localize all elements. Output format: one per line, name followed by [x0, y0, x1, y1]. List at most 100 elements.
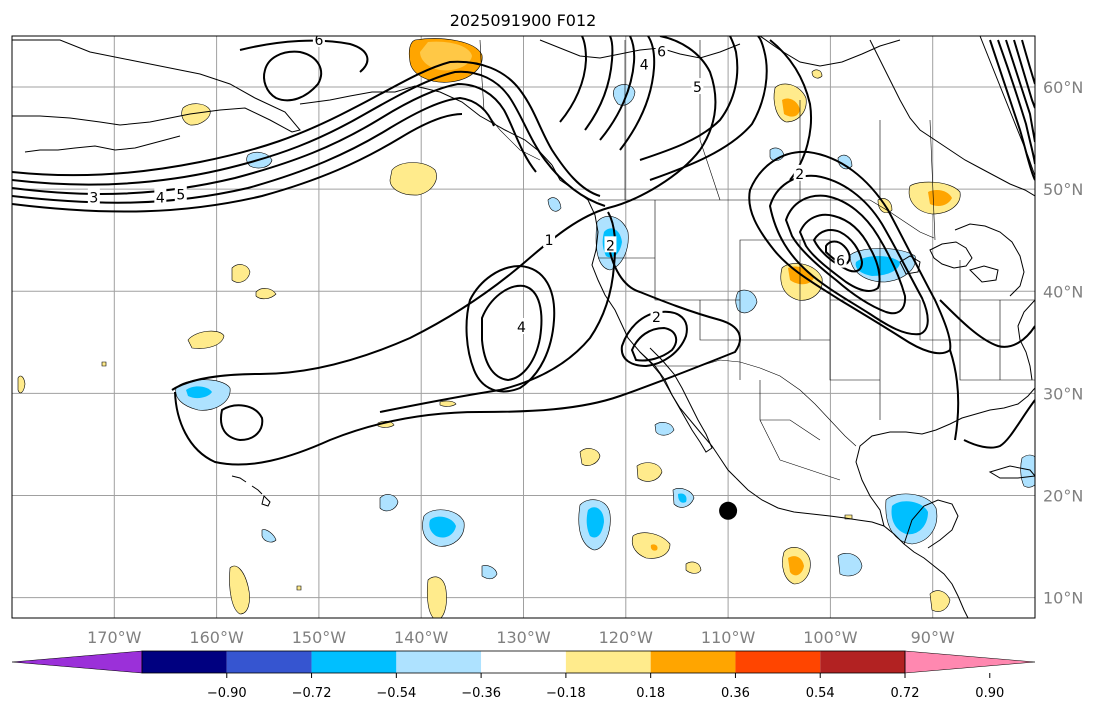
border-us-canada	[598, 199, 935, 239]
contour-line	[619, 36, 656, 151]
colorbar-tick-label: −0.72	[292, 686, 332, 701]
contour-label-background	[655, 42, 668, 59]
latitude-label: 20°N	[1043, 486, 1083, 505]
shade-cool	[547, 197, 562, 212]
coastline-arctic	[539, 39, 1035, 197]
latitude-label: 40°N	[1043, 282, 1083, 301]
contour-label: 6	[314, 33, 323, 49]
colorbar-frame	[141, 650, 906, 674]
contour-line	[639, 36, 739, 161]
contour-line	[768, 174, 929, 336]
contour-line	[620, 310, 688, 368]
longitude-label: 140°W	[394, 628, 449, 647]
shade-cool	[429, 516, 456, 538]
colorbar-extend-high	[904, 650, 1036, 674]
contour-line	[784, 194, 907, 315]
contour-label: 3	[89, 190, 98, 206]
contour-label-background	[543, 231, 556, 248]
shade-warm	[181, 103, 211, 126]
shade-cool	[186, 386, 212, 399]
shade-warm	[636, 462, 663, 482]
contour-label: 2	[652, 310, 661, 326]
shade-cool	[379, 494, 399, 512]
colorbar-segment	[735, 651, 821, 673]
contour-label: 6	[657, 44, 666, 60]
shade-warm	[782, 98, 800, 117]
contour-line	[174, 239, 741, 466]
colorbar-tick-label: 0.36	[721, 686, 750, 701]
longitude-label: 150°W	[292, 628, 347, 647]
contour-label: 1	[545, 233, 554, 249]
contour-line	[997, 39, 1035, 165]
colorbar-segment	[396, 651, 482, 673]
contour-line	[12, 96, 495, 204]
contour-label-background	[834, 251, 847, 268]
colorbar-tick-label: 0.18	[636, 686, 665, 701]
longitude-label: 160°W	[189, 628, 244, 647]
contour-line	[12, 60, 601, 197]
contour-label-background	[87, 188, 100, 205]
contour-line	[748, 150, 952, 355]
shade-cool	[586, 507, 604, 538]
border-canada-provinces	[624, 40, 936, 241]
colorbar-tick-label: −0.54	[376, 686, 416, 701]
coastline-east	[1017, 299, 1035, 381]
latitude-labels: 60°N 50°N 40°N 30°N 20°N 10°N	[1043, 78, 1083, 608]
shade-warm	[255, 288, 277, 300]
border-mexico-states	[759, 380, 841, 481]
contour-line	[1013, 39, 1035, 109]
shade-warm	[296, 585, 302, 591]
shade-cool	[481, 565, 498, 580]
coastline-yucatan	[903, 499, 959, 549]
colorbar-tick-label: −0.90	[207, 686, 247, 701]
contour-line	[584, 36, 614, 131]
colorbar: −0.90 −0.72 −0.54 −0.36 −0.18 0.18 0.36 0.54 0.7…	[11, 650, 1036, 701]
shade-cool	[678, 493, 687, 503]
shade-cool	[1020, 454, 1035, 488]
contour-label-background	[650, 307, 663, 324]
colorbar-tick-label: 0.72	[891, 686, 920, 701]
latitude-label: 60°N	[1043, 78, 1083, 97]
contour-line	[649, 36, 768, 181]
longitude-label: 90°W	[911, 628, 955, 647]
colorbar-segment	[481, 651, 566, 673]
colorbar-segment	[311, 651, 397, 673]
contour-label: 6	[836, 254, 845, 270]
latitude-label: 10°N	[1043, 589, 1083, 608]
border-us-mexico	[655, 359, 857, 447]
contour-line	[989, 39, 1035, 181]
contour-label-background	[638, 55, 651, 72]
shade-warm	[929, 590, 951, 612]
shade-cool	[261, 529, 277, 543]
contour-line	[559, 36, 588, 123]
longitude-label: 170°W	[87, 628, 142, 647]
shade-cool	[891, 501, 928, 535]
shade-warm	[928, 190, 952, 206]
shade-cool	[654, 421, 675, 436]
longitude-label: 100°W	[803, 628, 858, 647]
contour-line	[481, 284, 543, 382]
shade-warm	[231, 264, 251, 283]
political-borders	[479, 39, 1035, 481]
shade-warm	[101, 361, 107, 367]
coastline-gulf	[855, 387, 1035, 527]
shade-warm	[811, 69, 823, 79]
coastline-alaska	[12, 39, 553, 166]
latitude-label: 30°N	[1043, 384, 1083, 403]
contour-line	[599, 36, 636, 141]
contour-line	[812, 229, 864, 273]
coastline-cuba	[988, 465, 1035, 479]
contour-line	[12, 70, 606, 207]
contour-line	[963, 399, 1035, 449]
contour-label: 4	[640, 58, 649, 74]
contour-label-background	[174, 185, 187, 202]
coastline-aleutians	[24, 135, 181, 153]
coastlines	[12, 36, 1035, 618]
contour-line	[798, 213, 881, 292]
longitude-labels: 170°W 160°W 150°W 140°W 130°W 120°W 110°W 100°W…	[87, 628, 955, 647]
colorbar-segment	[142, 651, 227, 673]
border-states	[598, 200, 1035, 420]
